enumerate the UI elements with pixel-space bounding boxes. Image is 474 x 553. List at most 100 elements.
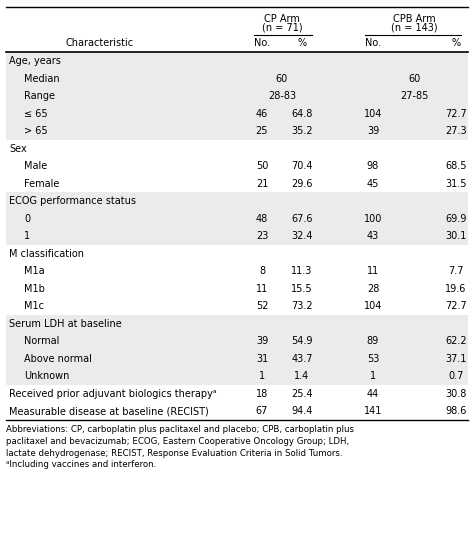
- Text: M1b: M1b: [24, 284, 45, 294]
- Text: Male: Male: [24, 161, 47, 171]
- Text: No.: No.: [365, 38, 381, 48]
- Text: paclitaxel and bevacizumab; ECOG, Eastern Cooperative Oncology Group; LDH,: paclitaxel and bevacizumab; ECOG, Easter…: [6, 437, 349, 446]
- Text: 39: 39: [367, 126, 379, 136]
- Text: 141: 141: [364, 406, 382, 416]
- Text: 46: 46: [256, 108, 268, 118]
- Text: CPB Arm: CPB Arm: [393, 14, 436, 24]
- Text: Abbreviations: CP, carboplatin plus paclitaxel and placebo; CPB, carboplatin plu: Abbreviations: CP, carboplatin plus pacl…: [6, 425, 354, 435]
- Text: 98.6: 98.6: [445, 406, 467, 416]
- Text: 30.1: 30.1: [445, 231, 467, 241]
- Text: Serum LDH at baseline: Serum LDH at baseline: [9, 319, 122, 328]
- Text: 27.3: 27.3: [445, 126, 467, 136]
- Text: Measurable disease at baseline (RECIST): Measurable disease at baseline (RECIST): [9, 406, 209, 416]
- Text: 27-85: 27-85: [401, 91, 428, 101]
- Text: 48: 48: [256, 213, 268, 223]
- Text: 23: 23: [256, 231, 268, 241]
- Text: M classification: M classification: [9, 249, 84, 259]
- Text: 72.7: 72.7: [445, 108, 467, 118]
- Text: lactate dehydrogenase; RECIST, Response Evaluation Criteria in Solid Tumors.: lactate dehydrogenase; RECIST, Response …: [6, 448, 343, 457]
- Text: 0: 0: [24, 213, 30, 223]
- Text: 32.4: 32.4: [291, 231, 313, 241]
- Text: 15.5: 15.5: [291, 284, 313, 294]
- Text: ᵃIncluding vaccines and interferon.: ᵃIncluding vaccines and interferon.: [6, 460, 156, 469]
- Text: 62.2: 62.2: [445, 336, 467, 346]
- Text: (n = 143): (n = 143): [391, 23, 438, 33]
- Bar: [6, 349, 468, 367]
- Text: (n = 71): (n = 71): [262, 23, 302, 33]
- Text: 37.1: 37.1: [445, 353, 467, 364]
- Text: 44: 44: [367, 389, 379, 399]
- Bar: [6, 332, 468, 349]
- Text: 60: 60: [276, 74, 288, 84]
- Text: 67.6: 67.6: [291, 213, 313, 223]
- Text: 1: 1: [370, 371, 376, 381]
- Text: 1: 1: [259, 371, 265, 381]
- Text: Above normal: Above normal: [24, 353, 92, 364]
- Bar: [6, 367, 468, 384]
- Text: 68.5: 68.5: [445, 161, 467, 171]
- Text: Sex: Sex: [9, 144, 27, 154]
- Text: Received prior adjuvant biologics therapyᵃ: Received prior adjuvant biologics therap…: [9, 389, 217, 399]
- Text: 39: 39: [256, 336, 268, 346]
- Bar: [6, 122, 468, 139]
- Text: 30.8: 30.8: [445, 389, 467, 399]
- Text: 73.2: 73.2: [291, 301, 313, 311]
- Text: 1: 1: [24, 231, 30, 241]
- Text: 35.2: 35.2: [291, 126, 313, 136]
- Text: CP Arm: CP Arm: [264, 14, 300, 24]
- Text: 94.4: 94.4: [292, 406, 313, 416]
- Text: 72.7: 72.7: [445, 301, 467, 311]
- Text: 18: 18: [256, 389, 268, 399]
- Bar: [6, 105, 468, 122]
- Bar: [6, 315, 468, 332]
- Text: 43.7: 43.7: [291, 353, 313, 364]
- Text: 70.4: 70.4: [291, 161, 313, 171]
- Text: 89: 89: [367, 336, 379, 346]
- Text: > 65: > 65: [24, 126, 47, 136]
- Text: Unknown: Unknown: [24, 371, 69, 381]
- Text: 25: 25: [256, 126, 268, 136]
- Text: 25.4: 25.4: [291, 389, 313, 399]
- Text: Characteristic: Characteristic: [66, 38, 134, 48]
- Text: Median: Median: [24, 74, 60, 84]
- Text: %: %: [451, 38, 461, 48]
- Text: 11: 11: [367, 266, 379, 276]
- Text: 104: 104: [364, 108, 382, 118]
- Text: 31: 31: [256, 353, 268, 364]
- Text: 29.6: 29.6: [291, 179, 313, 189]
- Bar: [6, 192, 468, 210]
- Text: 54.9: 54.9: [291, 336, 313, 346]
- Text: No.: No.: [254, 38, 270, 48]
- Text: 60: 60: [409, 74, 420, 84]
- Text: 104: 104: [364, 301, 382, 311]
- Text: 1.4: 1.4: [294, 371, 310, 381]
- Text: Age, years: Age, years: [9, 56, 61, 66]
- Text: 0.7: 0.7: [448, 371, 464, 381]
- Text: 52: 52: [256, 301, 268, 311]
- Text: 11.3: 11.3: [292, 266, 313, 276]
- Text: 67: 67: [256, 406, 268, 416]
- Text: Normal: Normal: [24, 336, 59, 346]
- Bar: [6, 210, 468, 227]
- Text: 98: 98: [367, 161, 379, 171]
- Text: %: %: [298, 38, 307, 48]
- Text: 11: 11: [256, 284, 268, 294]
- Bar: [6, 87, 468, 105]
- Text: 100: 100: [364, 213, 382, 223]
- Text: 19.6: 19.6: [445, 284, 467, 294]
- Text: ECOG performance status: ECOG performance status: [9, 196, 136, 206]
- Text: ≤ 65: ≤ 65: [24, 108, 47, 118]
- Text: 45: 45: [367, 179, 379, 189]
- Text: M1c: M1c: [24, 301, 44, 311]
- Text: M1a: M1a: [24, 266, 45, 276]
- Text: 43: 43: [367, 231, 379, 241]
- Text: 69.9: 69.9: [445, 213, 467, 223]
- Text: 8: 8: [259, 266, 265, 276]
- Text: 7.7: 7.7: [448, 266, 464, 276]
- Text: 50: 50: [256, 161, 268, 171]
- Bar: [6, 70, 468, 87]
- Bar: [6, 227, 468, 244]
- Text: 64.8: 64.8: [292, 108, 313, 118]
- Text: 21: 21: [256, 179, 268, 189]
- Text: Female: Female: [24, 179, 59, 189]
